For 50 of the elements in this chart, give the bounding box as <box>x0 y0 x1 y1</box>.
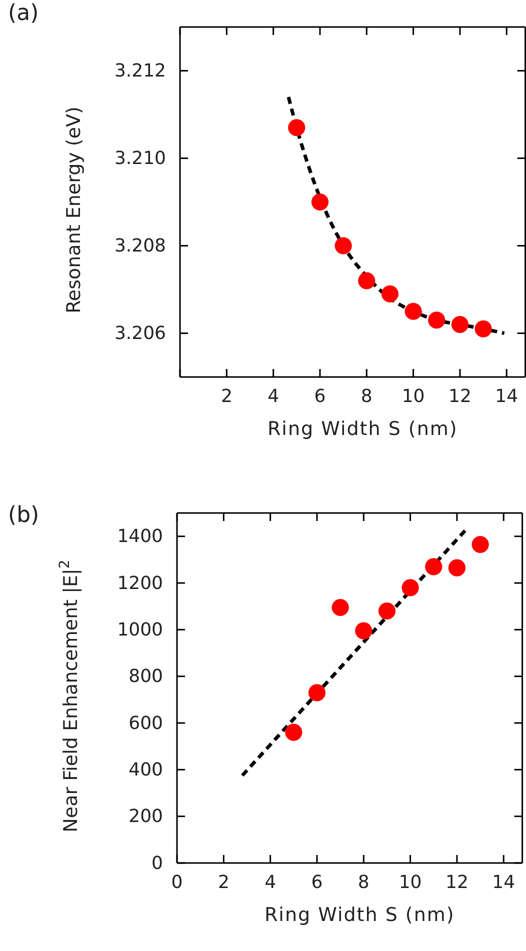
text: (a) <box>8 1 39 26</box>
x-axis-title: Ring Width S (nm) <box>267 418 458 440</box>
y-tick-label: 800 <box>128 666 163 688</box>
y-tick-label: 3.210 <box>114 148 166 170</box>
y-tick-label: 3.206 <box>114 323 166 344</box>
text: (b) <box>8 503 40 528</box>
y-tick-label: 600 <box>128 712 163 734</box>
point <box>355 622 372 640</box>
x-tick-label: 2 <box>220 386 232 407</box>
y-tick-label: 3.208 <box>114 236 166 257</box>
x-tick-label: 8 <box>360 386 372 407</box>
point <box>451 316 469 334</box>
x-tick-label: 12 <box>448 386 472 407</box>
x-tick-label: 10 <box>402 386 425 407</box>
y-tick-label: 1400 <box>117 526 163 548</box>
point <box>428 312 446 329</box>
x-tick-label: 10 <box>398 872 422 893</box>
point <box>358 272 376 290</box>
x-tick-label: 12 <box>446 872 468 893</box>
point <box>472 536 489 554</box>
x-tick-label: 2 <box>218 872 230 893</box>
x-tick-label: 4 <box>264 872 276 893</box>
x-tick-label: 8 <box>358 872 370 893</box>
y-tick-label: 1200 <box>117 572 163 594</box>
x-tick-label: 14 <box>492 872 516 893</box>
point <box>474 320 492 338</box>
y-tick-label: 200 <box>128 806 163 828</box>
point <box>378 602 396 620</box>
y-tick-label: 0 <box>152 852 163 874</box>
point <box>402 579 419 596</box>
x-tick-label: 0 <box>171 872 183 893</box>
point <box>285 724 302 741</box>
point <box>334 237 352 254</box>
point <box>381 285 399 302</box>
point <box>308 684 326 702</box>
y-tick-label: 3.212 <box>114 60 166 82</box>
y-axis-title: Resonant Energy (eV) <box>63 106 85 314</box>
y-tick-label: 400 <box>128 759 163 780</box>
point <box>448 559 466 576</box>
point <box>332 598 349 616</box>
x-tick-label: 4 <box>268 386 280 407</box>
x-tick-label: 14 <box>495 386 518 407</box>
point <box>311 193 329 211</box>
x-tick-label: 6 <box>311 872 323 893</box>
x-axis-title: Ring Width S (nm) <box>264 904 455 926</box>
x-tick-label: 6 <box>314 386 326 407</box>
point <box>404 302 422 320</box>
point <box>288 119 306 136</box>
point <box>425 558 442 576</box>
y-tick-label: 1000 <box>117 619 163 640</box>
